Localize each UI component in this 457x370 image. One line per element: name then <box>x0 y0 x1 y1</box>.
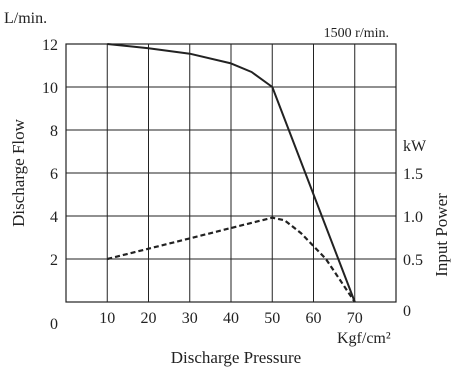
x-tick-label: 20 <box>141 310 157 327</box>
right-tick-label: 1.5 <box>403 166 423 183</box>
left-tick-label: 6 <box>50 166 58 183</box>
discharge-flow-line <box>107 43 356 303</box>
input-power-line <box>107 216 356 303</box>
tick-labels: 10 20 30 40 50 60 70 2 4 6 8 10 12 0 0.5 1.0 1.5 <box>42 37 423 327</box>
left-tick-label: 10 <box>42 80 58 97</box>
left-tick-label: 12 <box>42 37 58 54</box>
right-tick-label: 0.5 <box>403 252 423 269</box>
x-axis-unit: Kgf/cm² <box>337 330 391 347</box>
plot-frame <box>65 43 397 303</box>
left-tick-label: 2 <box>50 252 58 269</box>
left-tick-label: 4 <box>50 209 58 226</box>
left-tick-label: 8 <box>50 123 58 140</box>
speed-annotation: 1500 r/min. <box>324 26 389 41</box>
series-layer <box>107 43 356 303</box>
left-axis-unit: L/min. <box>4 10 47 27</box>
left-axis-title: Discharge Flow <box>9 118 28 227</box>
right-tick-label: 1.0 <box>403 209 423 226</box>
x-tick-label: 30 <box>182 310 198 327</box>
right-axis-unit: kW <box>403 138 427 155</box>
right-axis-title: Input Power <box>432 193 451 277</box>
x-tick-label: 40 <box>223 310 239 327</box>
right-tick-label: 0 <box>403 303 411 320</box>
x-axis-title: Discharge Pressure <box>171 348 301 367</box>
x-tick-label: 50 <box>264 310 280 327</box>
x-tick-label: 10 <box>99 310 115 327</box>
x-tick-label: 70 <box>347 310 363 327</box>
x-tick-label: 60 <box>306 310 322 327</box>
x-origin-label: 0 <box>50 316 58 333</box>
grid <box>66 44 396 302</box>
